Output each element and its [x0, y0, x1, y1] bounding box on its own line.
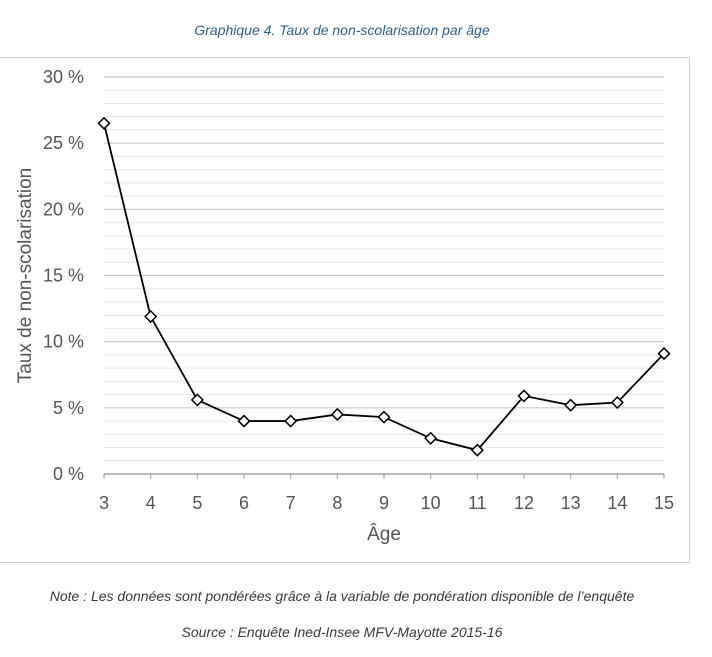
data-point-marker — [610, 395, 624, 410]
data-point-marker — [564, 398, 578, 412]
series-line — [103, 123, 665, 452]
x-tick-label: 11 — [468, 493, 487, 513]
x-tick-label: 9 — [379, 493, 389, 513]
chart-frame — [0, 57, 690, 563]
chart-source: Source : Enquête Ined-Insee MFV-Mayotte … — [181, 624, 503, 640]
x-tick-label: 13 — [561, 493, 581, 513]
data-point-marker — [144, 309, 158, 324]
chart-note: Note : Les données sont pondérées grâce … — [49, 588, 635, 604]
data-point-marker — [470, 443, 484, 457]
x-tick-label: 3 — [99, 493, 109, 513]
x-tick-label: 6 — [239, 493, 249, 513]
series-layer — [97, 116, 671, 457]
data-point-marker — [517, 389, 531, 403]
y-tick-label: 10 % — [43, 332, 84, 352]
data-point-marker — [284, 414, 298, 428]
data-point-marker — [237, 414, 251, 428]
data-point-marker — [424, 431, 438, 445]
data-point-marker — [190, 393, 204, 407]
top-strip — [0, 0, 712, 5]
y-tick-label: 20 % — [43, 199, 84, 219]
x-tick-label: 15 — [654, 493, 674, 513]
x-tick-label: 5 — [192, 493, 202, 513]
data-point-marker — [657, 347, 671, 361]
y-tick-label: 0 % — [53, 464, 84, 484]
x-tick-label: 7 — [286, 493, 296, 513]
x-axis-title: Âge — [367, 523, 401, 545]
x-tick-label: 12 — [514, 493, 534, 513]
x-tick-label: 14 — [607, 493, 627, 513]
x-tick-label: 10 — [421, 493, 441, 513]
data-point-marker — [97, 116, 111, 130]
data-point-marker — [377, 410, 391, 424]
y-tick-label: 15 % — [43, 266, 84, 286]
data-point-marker — [330, 407, 344, 422]
y-tick-label: 5 % — [53, 398, 84, 418]
y-tick-label: 25 % — [43, 133, 84, 153]
x-tick-label: 4 — [146, 493, 156, 513]
axis-layer: 0 % 5 % 10 % 15 % 20 % 25 % 30 % 3 4 5 6 7 8 9 10 11 12 1… — [43, 67, 674, 513]
y-tick-label: 30 % — [43, 67, 84, 87]
chart-title: Graphique 4. Taux de non-scolarisation p… — [194, 22, 490, 38]
x-tick-label: 8 — [332, 493, 342, 513]
y-axis-title: Taux de non-scolarisation — [15, 168, 36, 383]
